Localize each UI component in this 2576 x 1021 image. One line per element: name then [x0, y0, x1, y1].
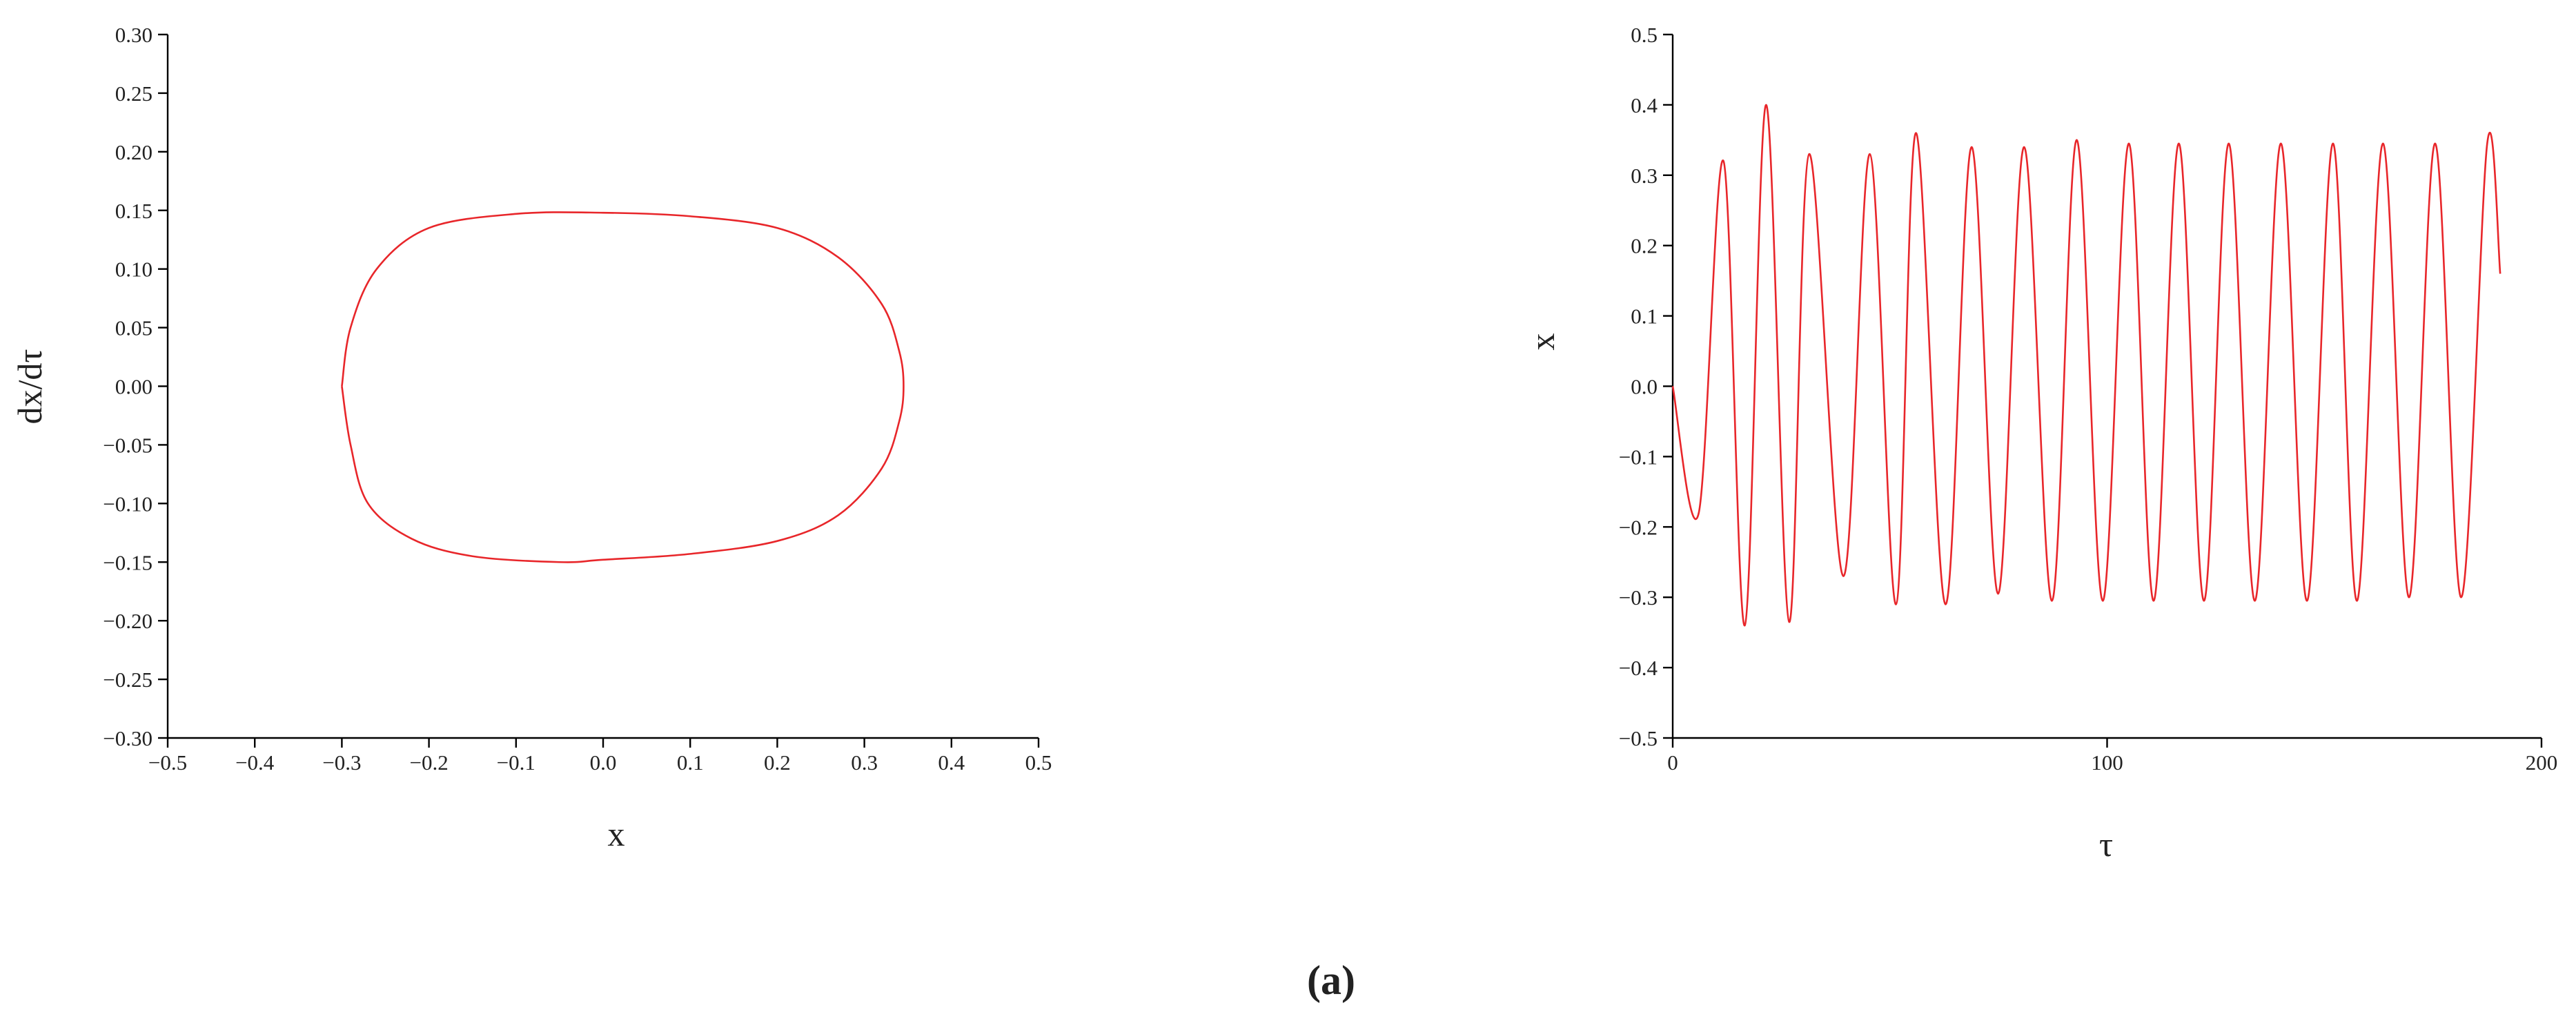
data-line	[1671, 104, 2501, 627]
y-tick-label: 0.0	[1631, 375, 1658, 399]
y-tick-label: 0.2	[1631, 234, 1658, 258]
y-tick-label: −0.5	[1619, 726, 1658, 750]
y-tick-label: 0.3	[1631, 164, 1658, 188]
y-axis-label: dx/dτ	[10, 349, 49, 425]
x-tick-label: 0.3	[851, 750, 878, 775]
y-tick-label: −0.20	[103, 609, 153, 633]
x-tick-label: 0	[1667, 750, 1678, 775]
y-tick-label: −0.2	[1619, 515, 1658, 539]
y-tick-label: 0.05	[115, 316, 153, 340]
y-axis-label: x	[1523, 333, 1562, 351]
x-tick-label: 0.1	[677, 750, 704, 775]
y-tick-label: 0.00	[115, 375, 153, 399]
x-tick-label: 0.2	[764, 750, 791, 775]
y-tick-label: 0.25	[115, 81, 153, 106]
x-tick-label: −0.5	[148, 750, 187, 775]
x-tick-label: 0.0	[590, 750, 617, 775]
x-tick-label: 200	[2526, 750, 2558, 775]
y-tick-label: −0.1	[1619, 445, 1658, 469]
data-line	[341, 211, 905, 563]
x-tick-label: −0.4	[235, 750, 275, 775]
x-tick-label: −0.1	[497, 750, 535, 775]
y-tick-label: 0.5	[1631, 23, 1658, 47]
y-tick-label: 0.30	[115, 23, 153, 47]
y-tick-label: 0.20	[115, 140, 153, 164]
x-tick-label: 100	[2091, 750, 2123, 775]
y-tick-label: −0.15	[103, 550, 153, 574]
x-tick-label: −0.2	[409, 750, 448, 775]
y-tick-label: −0.3	[1619, 585, 1658, 610]
y-tick-label: −0.4	[1619, 656, 1658, 680]
y-tick-label: 0.4	[1631, 93, 1658, 117]
y-tick-label: −0.30	[103, 726, 153, 750]
x-axis-label: τ	[2099, 825, 2113, 864]
y-tick-label: 0.15	[115, 199, 153, 223]
y-tick-label: −0.05	[103, 433, 153, 457]
y-tick-label: 0.1	[1631, 304, 1658, 329]
y-tick-label: −0.10	[103, 492, 153, 516]
caption: (a)	[1307, 957, 1355, 1003]
x-axis-label: x	[608, 815, 625, 853]
x-tick-label: 0.4	[938, 750, 965, 775]
x-tick-label: −0.3	[322, 750, 361, 775]
x-tick-label: 0.5	[1025, 750, 1052, 775]
y-tick-label: −0.25	[103, 668, 153, 692]
y-tick-label: 0.10	[115, 257, 153, 282]
